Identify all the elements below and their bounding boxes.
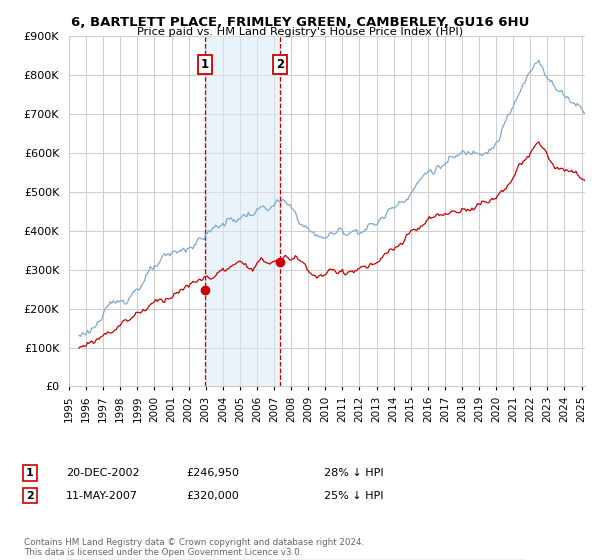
Text: 6, BARTLETT PLACE, FRIMLEY GREEN, CAMBERLEY, GU16 6HU: 6, BARTLETT PLACE, FRIMLEY GREEN, CAMBER…: [71, 16, 529, 29]
Text: 1: 1: [201, 58, 209, 71]
Text: 1: 1: [26, 468, 34, 478]
Text: 11-MAY-2007: 11-MAY-2007: [66, 491, 138, 501]
Text: £320,000: £320,000: [186, 491, 239, 501]
Text: 28% ↓ HPI: 28% ↓ HPI: [324, 468, 383, 478]
Text: 20-DEC-2002: 20-DEC-2002: [66, 468, 140, 478]
Text: £246,950: £246,950: [186, 468, 239, 478]
Text: 2: 2: [26, 491, 34, 501]
Text: Contains HM Land Registry data © Crown copyright and database right 2024.
This d: Contains HM Land Registry data © Crown c…: [24, 538, 364, 557]
Text: 2: 2: [276, 58, 284, 71]
Text: Price paid vs. HM Land Registry's House Price Index (HPI): Price paid vs. HM Land Registry's House …: [137, 27, 463, 37]
Text: 25% ↓ HPI: 25% ↓ HPI: [324, 491, 383, 501]
